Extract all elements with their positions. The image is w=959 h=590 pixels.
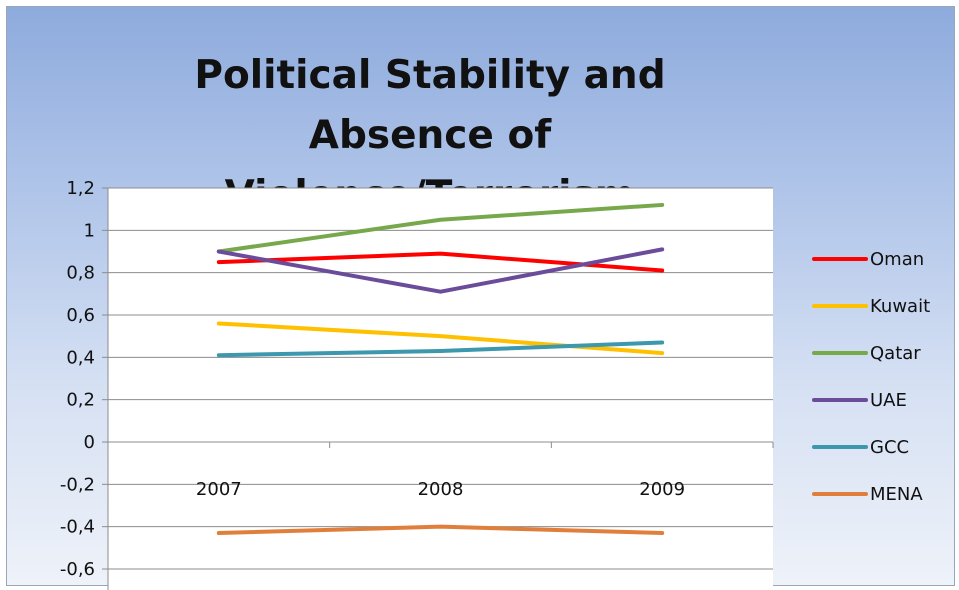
legend-label-mena: MENA bbox=[870, 484, 923, 505]
y-tick-label: -0,2 bbox=[60, 474, 95, 495]
legend-label-oman: Oman bbox=[870, 249, 924, 270]
legend: Oman Kuwait Qatar UAE GCC MENA bbox=[812, 249, 930, 505]
y-tick-label: 0,4 bbox=[66, 347, 95, 368]
x-tick-label: 2007 bbox=[196, 479, 242, 500]
y-tick-label: -0,6 bbox=[60, 559, 95, 580]
y-tick-label: 1,2 bbox=[66, 178, 95, 199]
legend-label-kuwait: Kuwait bbox=[870, 296, 930, 317]
legend-label-qatar: Qatar bbox=[870, 343, 921, 364]
legend-label-uae: UAE bbox=[870, 390, 907, 411]
series-lines bbox=[216, 202, 665, 536]
axes bbox=[107, 188, 774, 590]
plot-area bbox=[108, 188, 773, 590]
legend-label-gcc: GCC bbox=[870, 437, 909, 458]
y-tick-label: 0,6 bbox=[66, 305, 95, 326]
y-tick-label: 0,8 bbox=[66, 263, 95, 284]
y-axis-ticks: 1,2 1 0,8 0,6 0,4 0,2 0 -0,2 -0,4 -0,6 bbox=[60, 178, 95, 580]
y-tick-label: 0 bbox=[84, 432, 95, 453]
x-tick-label: 2008 bbox=[418, 479, 464, 500]
y-tick-label: 0,2 bbox=[66, 390, 95, 411]
y-tick-label: -0,4 bbox=[60, 517, 95, 538]
y-tick-label: 1 bbox=[84, 220, 95, 241]
x-tick-label: 2009 bbox=[639, 479, 685, 500]
x-axis-ticks: 2007 2008 2009 bbox=[196, 479, 685, 500]
